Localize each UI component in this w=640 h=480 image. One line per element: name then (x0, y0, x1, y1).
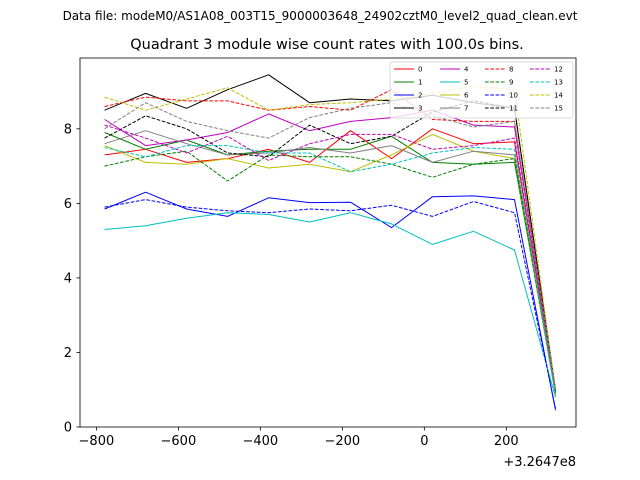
x-axis-offset-label: +3.2647e8 (503, 455, 576, 470)
series-layer (104, 74, 556, 411)
legend-label-2: 2 (418, 92, 422, 100)
legend-label-1: 1 (418, 79, 422, 87)
legend-label-7: 7 (464, 105, 468, 113)
legend-label-10: 10 (509, 92, 518, 100)
chart-title: Quadrant 3 module wise count rates with … (130, 37, 524, 53)
series-line-11 (104, 100, 556, 390)
series-line-13 (104, 145, 556, 396)
x-tick-label: −200 (324, 434, 360, 449)
legend-label-4: 4 (464, 66, 469, 74)
series-line-9 (104, 150, 556, 394)
legend-frame (389, 61, 574, 119)
legend-label-5: 5 (464, 79, 468, 87)
x-tick-label: −800 (79, 434, 115, 449)
legend-label-12: 12 (554, 66, 563, 74)
chart-suptitle: Data file: modeM0/AS1A08_003T15_90000036… (63, 9, 578, 23)
legend-label-6: 6 (464, 92, 469, 100)
axes-layer: −800 −600 −400 −200 0 200 0 2 4 6 8 (64, 57, 577, 449)
legend-label-11: 11 (509, 105, 518, 113)
series-line-12 (104, 124, 556, 392)
series-line-7 (104, 130, 556, 390)
legend-label-14: 14 (554, 92, 563, 100)
series-line-0 (104, 128, 556, 392)
legend-label-0: 0 (418, 66, 422, 74)
x-tick-label: −600 (161, 434, 197, 449)
plot-frame (79, 57, 577, 428)
y-tick-label: 2 (64, 346, 72, 361)
y-tick-label: 6 (64, 197, 72, 212)
y-tick-label: 0 (64, 421, 72, 436)
x-tick-label: 0 (420, 434, 428, 449)
y-tick-label: 4 (64, 271, 72, 286)
series-line-4 (104, 109, 556, 390)
series-line-3 (104, 74, 556, 392)
series-line-2 (104, 191, 556, 411)
legend-label-15: 15 (554, 105, 563, 113)
legend-label-8: 8 (509, 66, 513, 74)
legend-label-13: 13 (554, 79, 563, 87)
x-tick-label: −400 (243, 434, 279, 449)
series-line-1 (104, 132, 556, 394)
series-line-8 (104, 89, 556, 390)
legend-label-9: 9 (509, 79, 513, 87)
series-line-10 (104, 199, 556, 409)
series-line-6 (104, 133, 556, 396)
series-line-5 (104, 212, 556, 398)
legend-label-3: 3 (418, 105, 422, 113)
y-tick-label: 8 (64, 122, 72, 137)
series-line-15 (104, 102, 556, 390)
x-tick-label: 200 (494, 434, 519, 449)
